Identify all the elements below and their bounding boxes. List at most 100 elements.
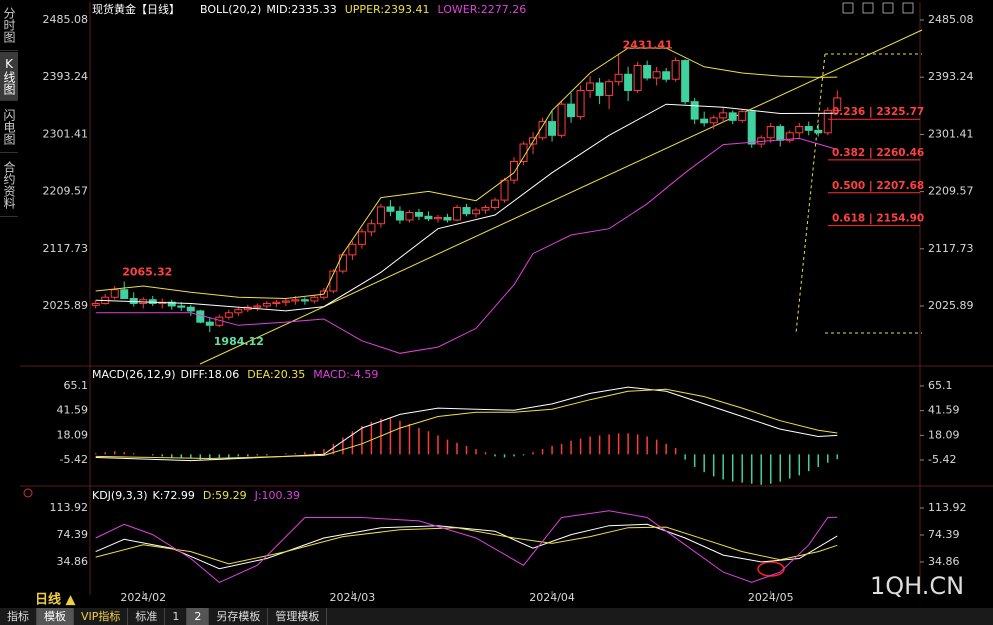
candle-body — [823, 109, 832, 134]
tab-flash[interactable]: 闪电图 — [0, 102, 18, 153]
candle-body — [586, 82, 595, 91]
y-tick-label: 2301.41 — [928, 127, 974, 140]
toolbar-tab[interactable]: 1 — [165, 608, 188, 625]
toolbar-tab[interactable]: 模板 — [37, 608, 74, 625]
y-tick-label: 65.1 — [928, 379, 953, 392]
candle-body — [91, 302, 100, 306]
y-tick-label: 2209.57 — [43, 185, 89, 198]
y-tick-label: 2393.24 — [43, 70, 89, 83]
toolbar-tab[interactable]: VIP指标 — [74, 608, 129, 625]
legend-entry: D:59.29 — [203, 489, 247, 502]
x-tick-label: 2024/05 — [748, 591, 794, 604]
toolbar-tab[interactable]: 另存模板 — [209, 608, 269, 625]
indicator-line — [95, 47, 838, 300]
candle-body — [443, 217, 452, 221]
y-tick-label: 34.86 — [928, 555, 960, 568]
candle-body — [224, 312, 233, 318]
period-label[interactable]: 日线 ▲ — [35, 592, 76, 608]
candle-body — [709, 117, 718, 124]
candle-body — [548, 121, 557, 136]
candle-body — [804, 126, 813, 131]
indicator-line — [95, 388, 838, 460]
y-tick-label: 41.59 — [57, 404, 89, 417]
candle-body — [167, 301, 176, 307]
trend-line — [199, 29, 923, 365]
chart-title: MACD(26,12,9) — [92, 368, 176, 381]
toolbar-tab[interactable]: 管理模板 — [268, 608, 328, 625]
y-tick-label: -5.42 — [60, 453, 88, 466]
y-tick-label: 41.59 — [928, 404, 960, 417]
tab-kline[interactable]: K线图 — [0, 52, 18, 101]
indicator-line — [95, 386, 838, 462]
candle-body — [605, 81, 614, 96]
candle-body — [395, 210, 404, 221]
candle-body — [310, 296, 319, 302]
candle-body — [500, 179, 509, 201]
y-tick-label: 2301.41 — [43, 127, 89, 140]
tab-contract[interactable]: 合约资料 — [0, 154, 18, 217]
candle-body — [557, 103, 566, 136]
tab-minute[interactable]: 分时图 — [0, 0, 18, 51]
candle-body — [671, 60, 680, 80]
candle-body — [462, 207, 471, 215]
toolbar-tab[interactable]: 指标 — [0, 608, 37, 625]
candle-body — [148, 299, 157, 304]
candle-body — [576, 89, 585, 118]
y-tick-label: 2025.89 — [43, 299, 89, 312]
candle-body — [452, 207, 461, 221]
x-tick-label: 2024/04 — [529, 591, 575, 604]
candle-body — [386, 206, 395, 212]
candle-body — [738, 111, 747, 121]
legend-entry: K:72.99 — [153, 489, 195, 502]
toolbar-tab[interactable]: 2 — [187, 608, 210, 625]
candle-body — [719, 112, 728, 119]
candle-body — [595, 82, 604, 96]
candle-body — [129, 297, 138, 304]
kdj-header: KDJ(9,3,3) K:72.99 D:59.29 J:100.39 — [92, 489, 300, 502]
candle-body — [833, 97, 842, 111]
candle-body — [405, 212, 414, 221]
candle-body — [785, 132, 794, 141]
candle-body — [414, 212, 423, 217]
candle-body — [567, 103, 576, 118]
candle-body — [491, 199, 500, 209]
y-tick-label: 74.39 — [57, 528, 89, 541]
settings-icon[interactable] — [23, 488, 33, 498]
candle-body — [300, 299, 309, 302]
indicator-line — [95, 137, 838, 354]
candle-body — [624, 73, 633, 91]
y-tick-label: 113.92 — [50, 501, 89, 514]
fib-label: 0.618 | 2154.90 — [832, 213, 924, 225]
legend-entry: LOWER:2277.26 — [438, 3, 527, 16]
fib-box — [795, 53, 922, 334]
candle-body — [690, 101, 699, 120]
highlight-circle — [757, 561, 785, 577]
candle-body — [481, 207, 490, 211]
candle-body — [472, 209, 481, 215]
candle-body — [205, 321, 214, 326]
candle-body — [795, 126, 804, 134]
candle-body — [120, 289, 129, 299]
y-tick-label: 113.92 — [928, 501, 967, 514]
candle-body — [291, 299, 300, 302]
high-label: 2065.32 — [122, 265, 172, 278]
candle-body — [367, 223, 376, 233]
candle-body — [728, 112, 737, 121]
candle-body — [262, 302, 271, 307]
candle-body — [681, 60, 690, 103]
candle-body — [700, 118, 709, 124]
y-tick-label: 2485.08 — [928, 13, 974, 26]
toolbar-icons[interactable] — [842, 2, 914, 14]
candle-body — [177, 305, 186, 308]
indicator-line — [95, 510, 838, 583]
y-tick-label: 65.1 — [64, 379, 89, 392]
indicator-line — [95, 103, 838, 312]
toolbar-tab[interactable]: 标准 — [128, 608, 166, 625]
candle-body — [538, 121, 547, 139]
y-tick-label: 34.86 — [57, 555, 89, 568]
candle-body — [281, 300, 290, 303]
y-tick-label: -5.42 — [928, 453, 956, 466]
y-tick-label: 2209.57 — [928, 185, 974, 198]
candle-body — [348, 243, 357, 256]
